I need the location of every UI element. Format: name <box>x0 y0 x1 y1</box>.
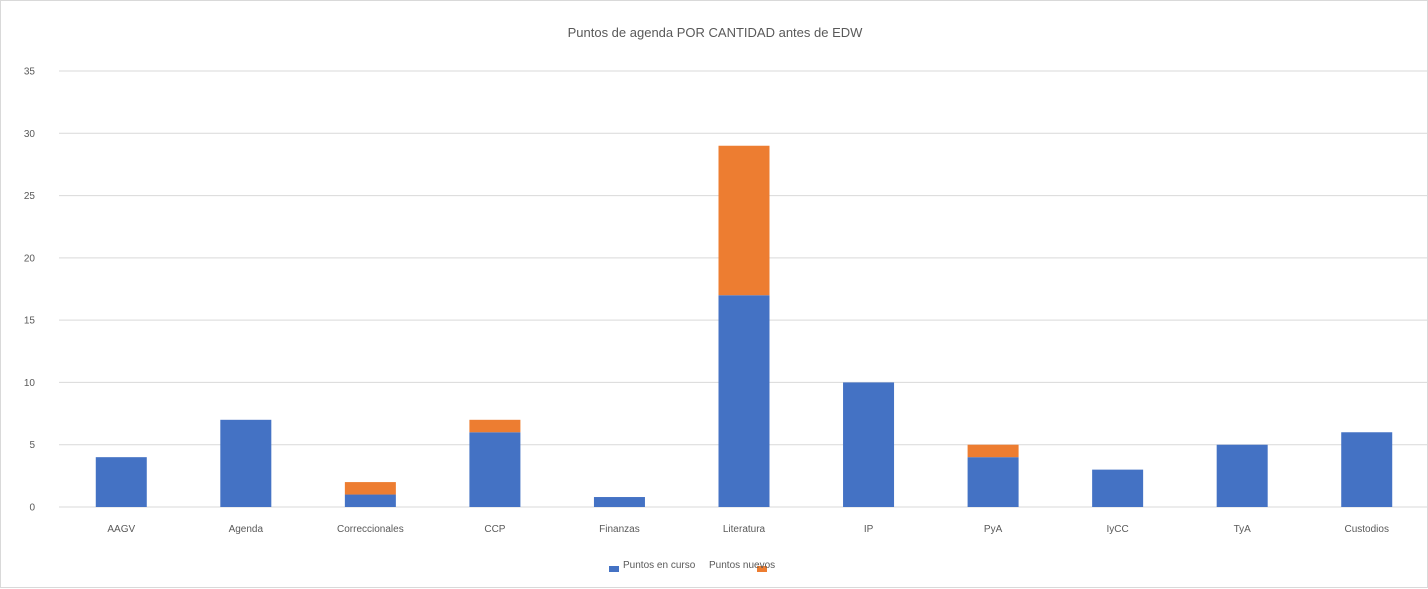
legend-swatch-en-curso <box>609 566 619 572</box>
legend-label-en-curso: Puntos en curso <box>623 560 696 571</box>
bar-nuevos-pya <box>967 444 1019 458</box>
bar-nuevos-correccionales <box>344 482 396 495</box>
y-tick-label: 15 <box>24 316 36 327</box>
bar-en-curso-custodios <box>1341 432 1393 507</box>
x-tick-label: Custodios <box>1344 524 1388 535</box>
y-tick-label: 0 <box>29 503 35 514</box>
bar-nuevos-literatura <box>718 145 770 296</box>
bar-en-curso-correccionales <box>344 494 396 507</box>
y-tick-label: 20 <box>24 253 36 264</box>
bar-en-curso-finanzas <box>593 497 645 507</box>
y-tick-label: 30 <box>24 129 36 140</box>
x-tick-label: CCP <box>484 524 505 535</box>
bar-nuevos-ccp <box>469 419 521 433</box>
bar-en-curso-tya <box>1216 444 1268 507</box>
y-tick-label: 25 <box>24 191 36 202</box>
y-tick-label: 10 <box>24 378 36 389</box>
legend-label-nuevos: Puntos nuevos <box>709 560 775 571</box>
y-tick-label: 5 <box>29 440 35 451</box>
bar-en-curso-ccp <box>469 432 521 507</box>
bar-en-curso-iycc <box>1092 469 1144 507</box>
x-tick-label: Literatura <box>723 524 766 535</box>
x-axis-ticks: AAGV Agenda Correccionales CCP Finanzas Liter… <box>107 524 1389 535</box>
legend-swatch-nuevos <box>757 566 767 572</box>
bars <box>95 145 1393 507</box>
legend: Puntos en curso Puntos nuevos <box>609 560 775 572</box>
x-tick-label: Correccionales <box>337 524 404 535</box>
x-tick-label: Finanzas <box>599 524 640 535</box>
y-tick-label: 35 <box>24 67 36 78</box>
bar-en-curso-agenda <box>220 419 272 507</box>
bar-en-curso-pya <box>967 457 1019 507</box>
x-tick-label: IP <box>864 524 874 535</box>
bar-en-curso-ip <box>843 382 895 507</box>
x-tick-label: IyCC <box>1107 524 1129 535</box>
x-tick-label: AAGV <box>107 524 135 535</box>
x-tick-label: PyA <box>984 524 1003 535</box>
bar-en-curso-literatura <box>718 295 770 507</box>
chart-title: Puntos de agenda POR CANTIDAD antes de E… <box>568 25 864 40</box>
y-axis-ticks: 0 5 10 15 20 25 30 35 <box>24 67 36 514</box>
x-tick-label: TyA <box>1234 524 1252 535</box>
bar-en-curso-aagv <box>95 457 147 507</box>
x-tick-label: Agenda <box>229 524 264 535</box>
